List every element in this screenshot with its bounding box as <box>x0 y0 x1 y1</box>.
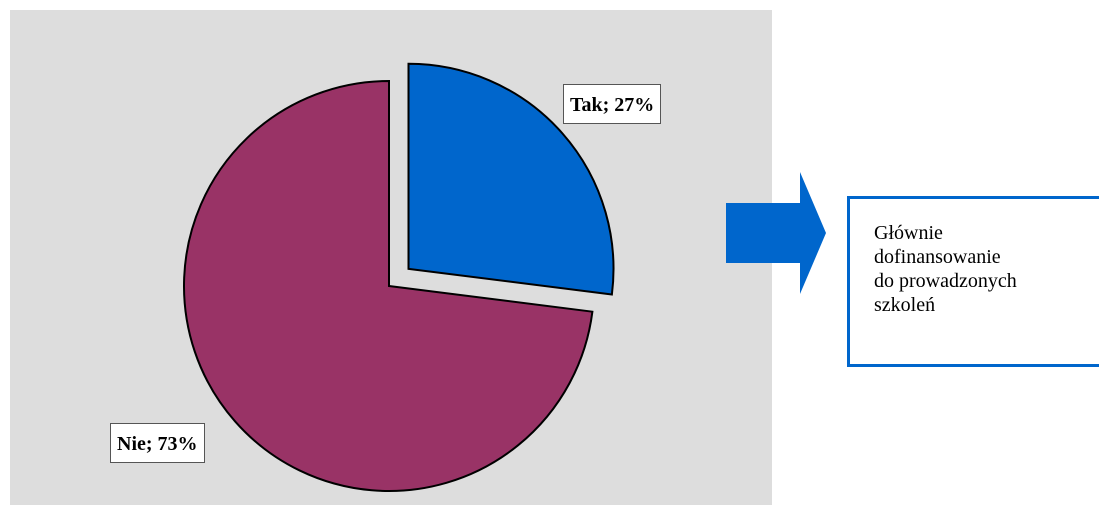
data-label-tak-text: Tak; 27% <box>570 94 655 116</box>
arrow-right-icon <box>726 172 826 294</box>
pie-chart <box>183 62 615 492</box>
note-line-1: Głównie <box>874 222 943 244</box>
data-label-nie-text: Nie; 73% <box>117 433 198 455</box>
note-line-2: dofinansowanie <box>874 246 1001 268</box>
pie-slice-nie <box>183 79 594 492</box>
data-label-nie: Nie; 73% <box>110 423 205 463</box>
note-box: Głównie dofinansowanie do prowadzonych s… <box>847 196 1099 367</box>
chart-area: Tak; 27% Nie; 73% <box>10 10 772 505</box>
pie-slice-tak <box>407 62 615 296</box>
note-line-3: do prowadzonych <box>874 270 1017 292</box>
data-label-tak: Tak; 27% <box>563 84 662 124</box>
arrow-shape <box>726 172 826 294</box>
note-line-4: szkoleń <box>874 294 936 316</box>
